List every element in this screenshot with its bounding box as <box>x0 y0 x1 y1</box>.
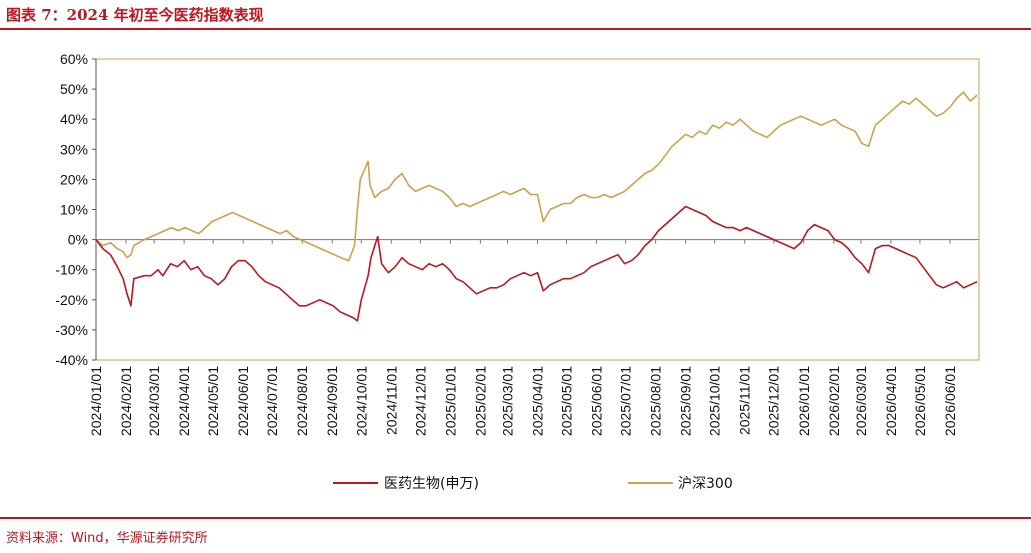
x-tick-label: 2024/12/01 <box>412 366 428 436</box>
x-tick-label: 2024/06/01 <box>235 366 251 436</box>
x-tick-label: 2024/03/01 <box>146 366 162 436</box>
x-tick-label: 2024/07/01 <box>264 366 280 436</box>
line-chart: 60% 50% 40% 30% 20% 10% 0% -10% -20% -30% -40% 202… <box>55 51 980 492</box>
x-tick-label: 2025/11/01 <box>737 366 753 435</box>
x-tick-label: 2025/07/01 <box>618 366 634 436</box>
x-tick-label: 2026/06/01 <box>942 366 958 436</box>
y-tick-label: 20% <box>60 171 88 187</box>
x-tick-label: 2024/09/01 <box>324 366 340 436</box>
y-tick-label: 50% <box>60 81 88 97</box>
header-rule <box>0 28 1031 30</box>
x-tick-label: 2024/05/01 <box>205 366 221 436</box>
x-tick-label: 2024/11/01 <box>383 366 399 435</box>
source-note: 资料来源：Wind，华源证券研究所 <box>6 531 208 546</box>
x-tick-label: 2025/05/01 <box>559 366 575 436</box>
series-line-hs300 <box>95 91 978 262</box>
x-tick-label: 2025/02/01 <box>472 366 488 436</box>
x-tick-label: 2026/03/01 <box>853 366 869 436</box>
x-tick-label: 2025/10/01 <box>707 366 723 436</box>
y-tick-label: -40% <box>55 352 88 368</box>
x-tick-label: 2025/04/01 <box>530 366 546 436</box>
x-axis: 2024/01/01 2024/02/01 2024/03/01 2024/04/01… <box>88 239 958 436</box>
x-tick-label: 2025/06/01 <box>589 366 605 436</box>
y-tick-label: 0% <box>68 232 88 248</box>
x-tick-label: 2024/10/01 <box>353 366 369 436</box>
x-tick-label: 2026/02/01 <box>826 366 842 436</box>
report-header: 图表 7：2024 年初至今医药指数表现 <box>0 0 1031 30</box>
x-tick-label: 2025/09/01 <box>678 366 694 436</box>
x-tick-label: 2024/01/01 <box>88 366 104 436</box>
plot-frame <box>95 58 980 361</box>
y-tick-label: 40% <box>60 111 88 127</box>
legend: 医药生物(申万) 沪深300 <box>333 476 733 492</box>
y-axis: 60% 50% 40% 30% 20% 10% 0% -10% -20% -30% -40% <box>55 51 96 368</box>
x-tick-label: 2025/12/01 <box>766 366 782 436</box>
x-tick-label: 2025/01/01 <box>442 366 458 436</box>
series-layer <box>95 91 978 322</box>
y-tick-label: -20% <box>55 292 88 308</box>
figure-title: 图表 7：2024 年初至今医药指数表现 <box>6 6 264 24</box>
x-tick-label: 2026/04/01 <box>883 366 899 436</box>
y-tick-label: 60% <box>60 51 88 67</box>
y-tick-label: -30% <box>55 322 88 338</box>
y-tick-label: 10% <box>60 202 88 218</box>
x-tick-label: 2026/05/01 <box>912 366 928 436</box>
footer-rule <box>0 517 1031 519</box>
legend-hs300-label: 沪深300 <box>678 476 733 492</box>
legend-pharma-label: 医药生物(申万) <box>384 476 479 492</box>
y-tick-label: -10% <box>55 262 88 278</box>
x-tick-label: 2024/08/01 <box>294 366 310 436</box>
x-tick-label: 2025/03/01 <box>499 366 515 436</box>
x-tick-label: 2024/02/01 <box>118 366 134 436</box>
x-tick-label: 2025/08/01 <box>648 366 664 436</box>
x-tick-label: 2024/04/01 <box>176 366 192 436</box>
y-tick-label: 30% <box>60 141 88 157</box>
x-tick-label: 2026/01/01 <box>796 366 812 436</box>
series-line-pharma <box>95 205 978 322</box>
